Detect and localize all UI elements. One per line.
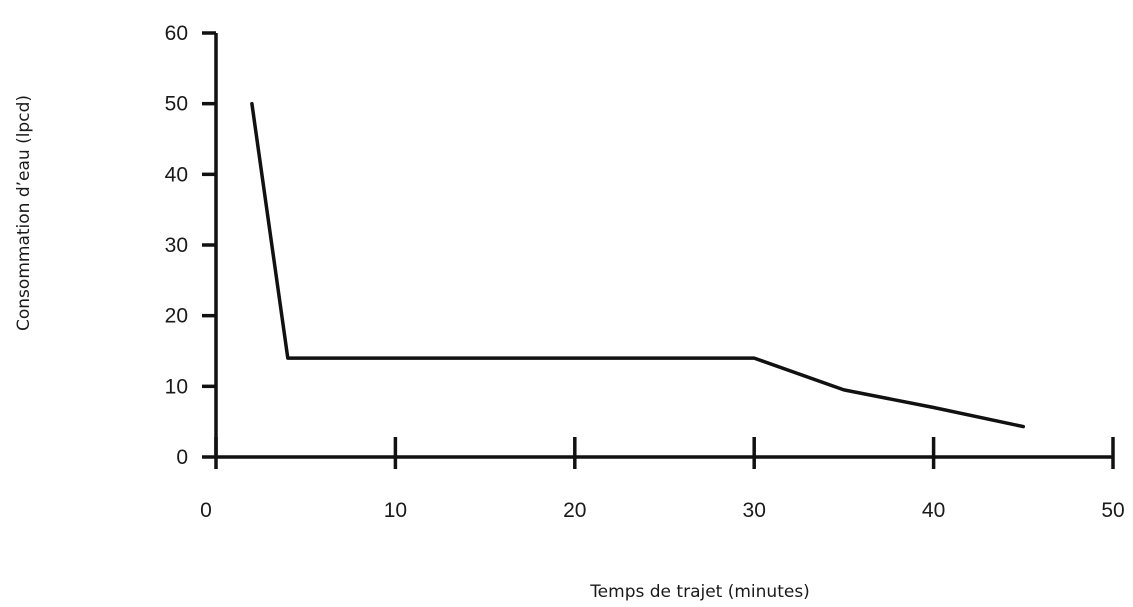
y-axis: 0 10 20 30 40 50 60 <box>165 22 218 469</box>
x-tick-label: 10 <box>384 499 407 522</box>
x-axis: 0 10 20 30 40 50 <box>200 437 1125 522</box>
y-tick-label: 0 <box>176 446 188 469</box>
series-line <box>250 101 1026 429</box>
x-tick-label: 20 <box>563 499 586 522</box>
y-tick-label: 50 <box>165 93 188 116</box>
y-tick-label: 40 <box>165 163 188 186</box>
y-axis-title: Consommation d’eau (lpcd) <box>14 95 34 331</box>
y-tick-label: 60 <box>165 22 188 45</box>
x-axis-title: Temps de trajet (minutes) <box>589 582 810 602</box>
series-layer <box>250 101 1026 429</box>
x-tick-label: 40 <box>922 499 945 522</box>
y-tick-label: 30 <box>165 234 188 257</box>
y-tick-label: 20 <box>165 305 188 328</box>
x-tick-label: 50 <box>1101 499 1124 522</box>
y-tick-label: 10 <box>165 375 188 398</box>
x-tick-label: 30 <box>743 499 766 522</box>
x-tick-label: 0 <box>200 499 212 522</box>
